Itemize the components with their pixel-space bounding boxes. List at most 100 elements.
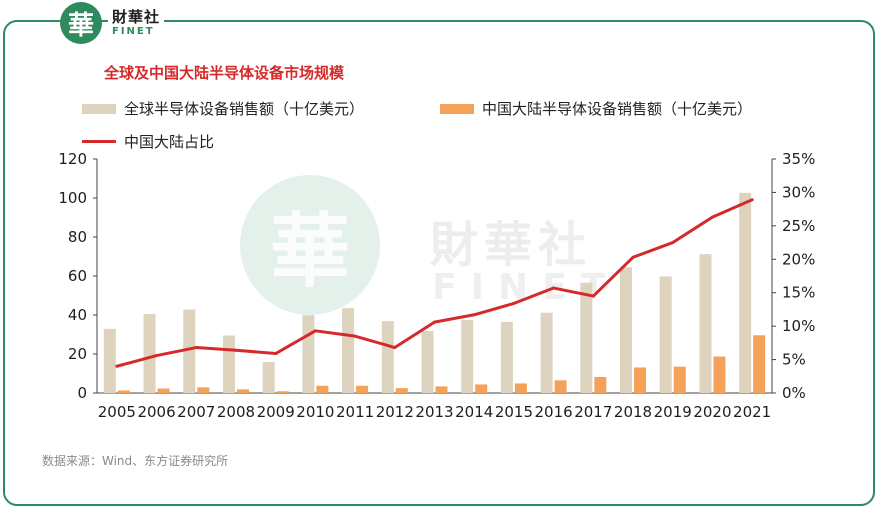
point-share [393, 346, 397, 350]
bar-global [143, 314, 156, 393]
bar-global [620, 267, 633, 393]
bar-china [117, 390, 130, 393]
legend-label-china: 中国大陆半导体设备销售额（十亿美元） [482, 100, 753, 118]
bar-global [103, 328, 116, 393]
point-share [353, 334, 357, 338]
bar-china [475, 384, 488, 393]
finet-logo-badge: 華 [60, 2, 102, 44]
x-tick-label: 2021 [733, 403, 771, 421]
x-tick-label: 2008 [217, 403, 255, 421]
y-left-tick-label: 60 [68, 267, 87, 285]
legend-label-global: 全球半导体设备销售额（十亿美元） [124, 100, 365, 118]
source-note: 数据来源：Wind、东方证券研究所 [42, 454, 229, 468]
point-share [512, 301, 516, 305]
bar-global [659, 276, 672, 393]
point-share [194, 346, 198, 350]
bar-china [276, 391, 289, 393]
x-tick-label: 2011 [336, 403, 374, 421]
point-share [155, 354, 159, 358]
point-share [234, 348, 238, 352]
bar-china [316, 385, 329, 393]
y-right-tick-label: 0% [782, 384, 806, 402]
series-line-share [116, 198, 753, 368]
bar-global [461, 319, 474, 393]
point-share [115, 364, 119, 368]
y-left-tick-label: 0 [77, 384, 87, 402]
bar-china [673, 366, 686, 393]
y-left-tick-label: 40 [68, 306, 87, 324]
y-right-tick-label: 10% [782, 317, 815, 335]
x-tick-label: 2010 [296, 403, 334, 421]
point-share [671, 241, 675, 245]
point-share [472, 313, 476, 317]
bar-global [421, 330, 434, 393]
y-right-tick-label: 20% [782, 250, 815, 268]
bar-global [699, 254, 712, 393]
bar-global [381, 321, 394, 393]
bar-china [753, 335, 766, 393]
bar-china [236, 389, 249, 393]
legend-item-share: 中国大陆占比 [82, 131, 214, 152]
point-share [710, 215, 714, 219]
x-tick-label: 2009 [257, 403, 295, 421]
x-tick-label: 2020 [693, 403, 731, 421]
x-tick-label: 2006 [137, 403, 175, 421]
y-left-tick-label: 20 [68, 345, 87, 363]
bar-china [395, 388, 408, 393]
bar-global [540, 312, 553, 393]
x-tick-label: 2014 [455, 403, 493, 421]
bar-china [713, 356, 726, 393]
chart-title: 全球及中国大陆半导体设备市场规模 [104, 64, 345, 82]
x-tick-label: 2016 [535, 403, 573, 421]
bar-global [222, 335, 235, 393]
y-right-tick-label: 15% [782, 284, 815, 302]
bar-global [500, 321, 513, 393]
point-share [631, 255, 635, 259]
point-share [433, 320, 436, 324]
logo-glyph: 華 [67, 10, 94, 41]
bar-global [580, 282, 593, 393]
bar-china [435, 386, 448, 393]
point-share [313, 329, 317, 333]
bar-china [554, 380, 567, 393]
x-tick-label: 2007 [177, 403, 215, 421]
bar-global [342, 308, 355, 393]
point-share [591, 294, 595, 298]
x-tick-label: 2005 [98, 403, 136, 421]
bar-china [197, 387, 210, 393]
y-left-tick-label: 80 [68, 228, 87, 246]
bar-global [262, 361, 275, 393]
chart-frame [3, 20, 875, 506]
y-right-tick-label: 25% [782, 217, 815, 235]
bar-china [356, 385, 369, 393]
point-share [552, 286, 556, 290]
bar-global [183, 309, 196, 393]
y-left-tick-label: 100 [58, 189, 87, 207]
point-share [274, 352, 278, 356]
x-tick-label: 2017 [574, 403, 612, 421]
bar-global [302, 315, 315, 393]
y-right-tick-label: 30% [782, 183, 815, 201]
x-tick-label: 2015 [495, 403, 533, 421]
x-tick-label: 2012 [376, 403, 414, 421]
legend-swatch-china [440, 103, 474, 114]
legend-label-share: 中国大陆占比 [124, 133, 215, 151]
legend-swatch-global [82, 103, 116, 114]
brand-name-cn: 財華社 [108, 6, 165, 27]
legend-item-china: 中国大陆半导体设备销售额（十亿美元） [440, 98, 752, 119]
bar-china [594, 377, 607, 393]
bar-china [634, 367, 647, 393]
legend-item-global: 全球半导体设备销售额（十亿美元） [82, 98, 364, 119]
bar-global [739, 192, 752, 393]
brand-name-en: FINET [108, 26, 159, 37]
x-tick-label: 2013 [415, 403, 453, 421]
bar-china [514, 383, 527, 393]
x-tick-label: 2018 [614, 403, 652, 421]
y-right-tick-label: 5% [782, 351, 806, 369]
legend-swatch-share [82, 140, 116, 143]
y-right-tick-label: 35% [782, 150, 815, 168]
y-left-tick-label: 120 [58, 150, 87, 168]
point-share [750, 198, 754, 202]
bar-china [157, 388, 170, 393]
